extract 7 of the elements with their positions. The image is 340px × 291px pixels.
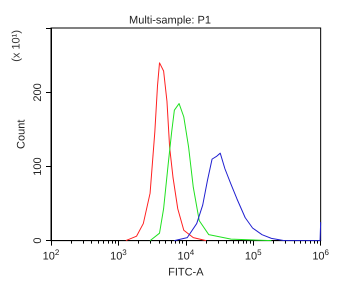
x-axis-title: FITC-A	[168, 266, 204, 278]
chart-title: Multi-sample: P1	[129, 14, 211, 26]
y-axis-title: Count	[16, 120, 28, 149]
y-tick-label: 100	[32, 157, 44, 176]
text: (x 10¹)	[10, 30, 22, 62]
y-tick-label: 200	[32, 83, 44, 102]
y-tick-label: 0	[32, 238, 44, 244]
